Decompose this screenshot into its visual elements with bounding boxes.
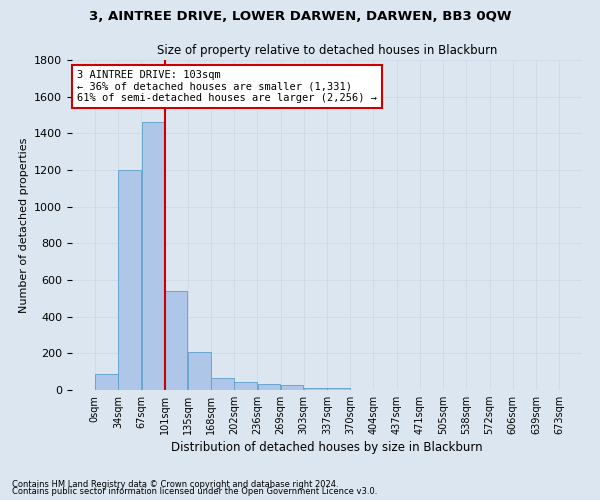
- Bar: [188, 352, 211, 390]
- Text: Contains public sector information licensed under the Open Government Licence v3: Contains public sector information licen…: [12, 487, 377, 496]
- Bar: [165, 291, 187, 390]
- Bar: [257, 384, 280, 390]
- Bar: [118, 170, 141, 390]
- Text: Contains HM Land Registry data © Crown copyright and database right 2024.: Contains HM Land Registry data © Crown c…: [12, 480, 338, 489]
- Text: 3 AINTREE DRIVE: 103sqm
← 36% of detached houses are smaller (1,331)
61% of semi: 3 AINTREE DRIVE: 103sqm ← 36% of detache…: [77, 70, 377, 103]
- Bar: [142, 122, 164, 390]
- Bar: [211, 378, 234, 390]
- X-axis label: Distribution of detached houses by size in Blackburn: Distribution of detached houses by size …: [171, 442, 483, 454]
- Y-axis label: Number of detached properties: Number of detached properties: [19, 138, 29, 312]
- Text: 3, AINTREE DRIVE, LOWER DARWEN, DARWEN, BB3 0QW: 3, AINTREE DRIVE, LOWER DARWEN, DARWEN, …: [89, 10, 511, 23]
- Bar: [95, 374, 118, 390]
- Title: Size of property relative to detached houses in Blackburn: Size of property relative to detached ho…: [157, 44, 497, 58]
- Bar: [235, 382, 257, 390]
- Bar: [328, 388, 350, 390]
- Bar: [304, 388, 326, 390]
- Bar: [281, 385, 304, 390]
